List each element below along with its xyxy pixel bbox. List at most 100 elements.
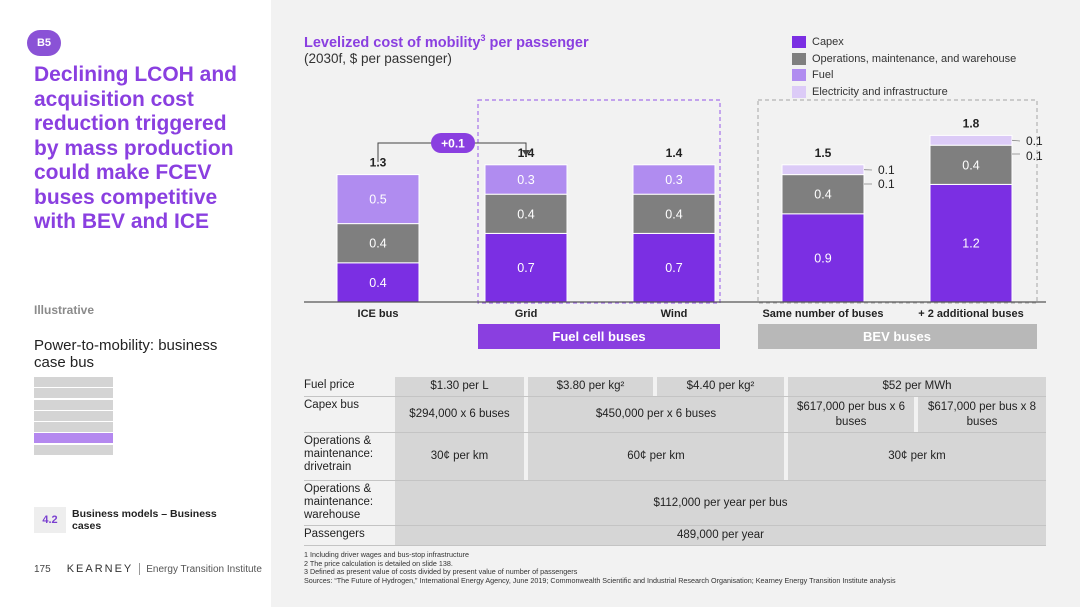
footer-divider bbox=[139, 563, 141, 575]
bar-value-label: 0.4 bbox=[665, 207, 682, 221]
table-row-divider bbox=[304, 396, 1046, 397]
bar-value-label: 0.4 bbox=[814, 188, 831, 202]
page-number: 175 bbox=[34, 563, 51, 575]
table-row-divider bbox=[304, 525, 1046, 526]
table-row: Operations & maintenance: drivetrain 30¢ … bbox=[304, 433, 1046, 481]
category-label: + 2 additional buses bbox=[918, 308, 1023, 320]
institute-name: Energy Transition Institute bbox=[146, 563, 262, 575]
table-row-divider bbox=[304, 545, 1046, 546]
legend-swatch bbox=[792, 69, 806, 82]
bev-group-label-bg bbox=[758, 324, 1037, 349]
bar-total-label: 1.5 bbox=[815, 146, 832, 160]
legend-label: Capex bbox=[812, 36, 844, 49]
legend-item: Electricity and infrastructure bbox=[792, 84, 1016, 101]
small-value-label: 0.1 bbox=[1026, 134, 1043, 148]
bar-value-label: 0.7 bbox=[665, 261, 682, 275]
table-cell: $617,000 per bus x 8 buses bbox=[918, 397, 1046, 432]
table-row-cells: $112,000 per year per bus bbox=[394, 481, 1046, 525]
nav-bar bbox=[34, 377, 113, 387]
bar-value-label: 1.2 bbox=[962, 237, 979, 251]
bar-value-label: 0.3 bbox=[517, 173, 534, 187]
bar-segment bbox=[929, 144, 1013, 185]
legend-label: Electricity and infrastructure bbox=[812, 85, 948, 98]
chart-title: Levelized cost of mobility3 per passenge… bbox=[304, 33, 589, 51]
table-row-cells: $1.30 per L $3.80 per kg² $4.40 per kg² $52… bbox=[394, 377, 1046, 396]
table-row: Capex bus $294,000 x 6 buses $450,000 per … bbox=[304, 397, 1046, 433]
table-cell: $294,000 x 6 buses bbox=[395, 397, 524, 432]
footer: 175 KEARNEY Energy Transition Institute bbox=[34, 563, 262, 575]
footnote: 2 The price calculation is detailed on s… bbox=[304, 558, 453, 568]
table-row-cells: $294,000 x 6 buses $450,000 per x 6 buses… bbox=[394, 397, 1046, 432]
table-row-label: Fuel price bbox=[304, 379, 355, 391]
table-cell: 489,000 per year bbox=[395, 526, 1046, 545]
table-cell: 60¢ per km bbox=[528, 433, 784, 480]
table-row-label: Capex bus bbox=[304, 399, 359, 411]
category-label: Grid bbox=[515, 308, 538, 320]
fuel-cell-group-label-bg bbox=[478, 324, 720, 349]
table-cell: $52 per MWh bbox=[788, 377, 1046, 396]
bar-segment bbox=[484, 164, 568, 195]
bar-total-label: 1.8 bbox=[963, 116, 980, 130]
fuel-cell-group-box bbox=[477, 99, 721, 304]
table-row-cells: 489,000 per year bbox=[394, 526, 1046, 545]
left-panel: B5 Declining LCOH and acquisition cost r… bbox=[0, 0, 271, 607]
bar-value-label: 0.4 bbox=[517, 207, 534, 221]
bar-total-label: 1.4 bbox=[666, 146, 683, 160]
bar-segment bbox=[632, 193, 716, 234]
table-cell: $1.30 per L bbox=[395, 377, 524, 396]
bar-segment bbox=[781, 164, 865, 176]
table-cell: $617,000 per bus x 6 buses bbox=[788, 397, 914, 432]
small-value-label: 0.1 bbox=[1026, 149, 1043, 163]
illustrative-label: Illustrative bbox=[34, 303, 95, 317]
table-cell: $4.40 per kg² bbox=[657, 377, 784, 396]
nav-bar bbox=[34, 410, 113, 421]
bar-value-label: 0.4 bbox=[369, 237, 386, 251]
table-cell: $3.80 per kg² bbox=[528, 377, 653, 396]
bar-value-label: 0.4 bbox=[962, 158, 979, 172]
nav-bar-active bbox=[34, 433, 113, 444]
bev-group-box bbox=[757, 99, 1038, 304]
bar-value-label: 0.4 bbox=[369, 276, 386, 290]
bar-segment bbox=[632, 232, 716, 303]
bar-value-label: 0.3 bbox=[665, 173, 682, 187]
table-row: Operations & maintenance: warehouse $112,… bbox=[304, 481, 1046, 526]
delta-badge-label: +0.1 bbox=[441, 137, 465, 151]
legend-swatch bbox=[792, 36, 806, 49]
small-value-label: 0.1 bbox=[878, 163, 895, 177]
subsection-tag: 4.2 Business models – Business cases bbox=[34, 507, 237, 533]
nav-bar bbox=[34, 422, 113, 433]
bar-value-label: 0.7 bbox=[517, 261, 534, 275]
bar-value-label: 0.5 bbox=[369, 193, 386, 207]
group-label: BEV buses bbox=[863, 329, 931, 344]
chart-title-text: Levelized cost of mobility bbox=[304, 34, 481, 51]
category-label: Same number of buses bbox=[762, 308, 883, 320]
delta-arrowhead bbox=[522, 150, 530, 156]
callout-leader bbox=[1011, 139, 1021, 142]
table-cell: $450,000 per x 6 buses bbox=[528, 397, 784, 432]
legend-item: Capex bbox=[792, 34, 1016, 51]
table-row-divider bbox=[304, 432, 1046, 433]
chart-title-suffix: per passenger bbox=[485, 34, 589, 51]
bar-value-label: 0.9 bbox=[814, 251, 831, 265]
nav-bar bbox=[34, 399, 113, 410]
legend-label: Fuel bbox=[812, 69, 834, 82]
legend-label: Operations, maintenance, and warehouse bbox=[812, 52, 1017, 65]
chart-legend: Capex Operations, maintenance, and wareho… bbox=[792, 34, 1016, 100]
footnote: 1 Including driver wages and bus-stop in… bbox=[304, 550, 470, 559]
category-label: ICE bus bbox=[358, 308, 399, 320]
bar-segment bbox=[781, 174, 865, 215]
brand-logo: KEARNEY bbox=[66, 563, 134, 575]
category-label: Wind bbox=[661, 308, 688, 320]
stacked-bar-chart: 0.4 0.4 0.5 1.3 ICE bus 0.7 0.4 0.3 1.4 Grid 0.7 0.… bbox=[304, 99, 1046, 349]
nav-bar bbox=[34, 388, 113, 399]
table-cell: $112,000 per year per bus bbox=[395, 481, 1046, 525]
footnote: Sources: “The Future of Hydrogen,” Inter… bbox=[304, 575, 896, 585]
subsection-label: Business models – Business cases bbox=[72, 508, 217, 532]
chart-title-footnote: 3 bbox=[480, 33, 486, 43]
footnotes: 1 Including driver wages and bus-stop in… bbox=[304, 550, 944, 585]
section-progress-nav bbox=[34, 377, 113, 456]
chart-subtitle: (2030f, $ per passenger) bbox=[304, 51, 452, 66]
table-row-cells: 30¢ per km 60¢ per km 30¢ per km bbox=[394, 433, 1046, 480]
section-title: Power-to-mobility: business case bus bbox=[34, 337, 218, 371]
table-row-label: Passengers bbox=[304, 528, 365, 540]
